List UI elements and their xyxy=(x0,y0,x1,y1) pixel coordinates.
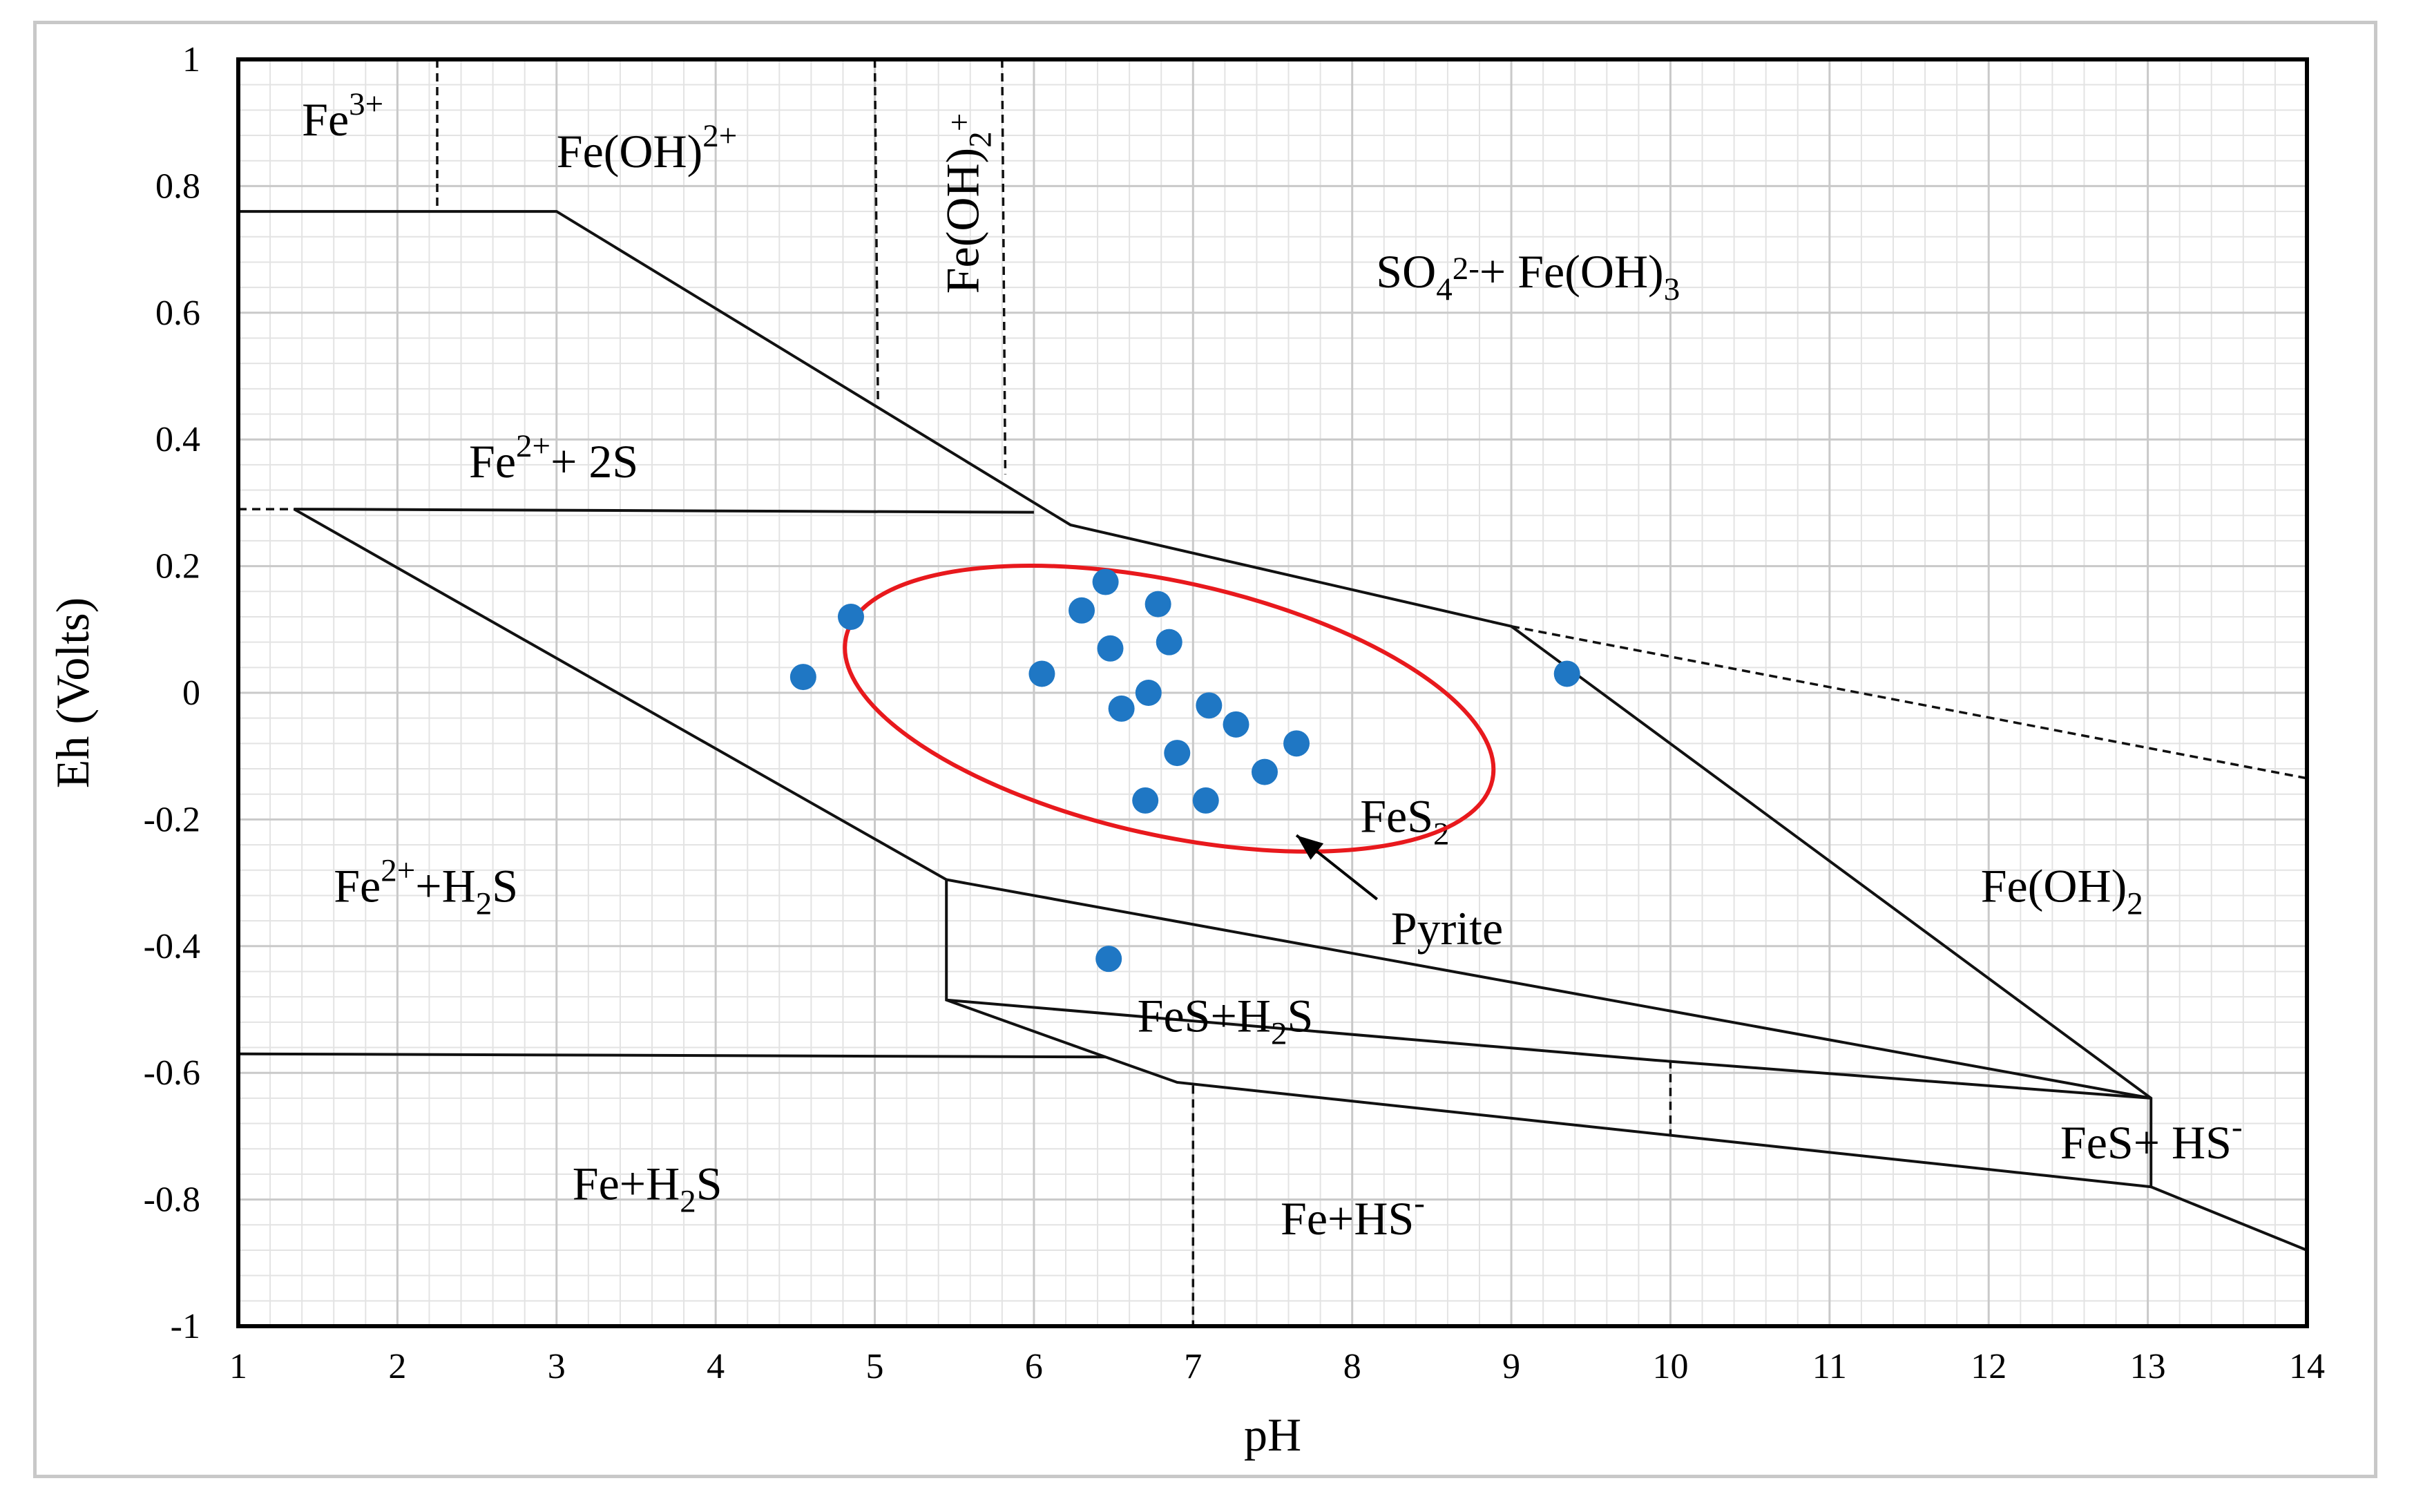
pyrite-annotation: Pyrite xyxy=(1295,834,1503,955)
sample-point xyxy=(1156,629,1182,655)
pyrite-field-ellipse xyxy=(843,564,1496,854)
plot-border xyxy=(236,57,2309,1328)
sample-point xyxy=(1164,740,1191,767)
x-axis-title: pH xyxy=(1244,1408,1301,1461)
x-tick-label: 1 xyxy=(229,1347,247,1386)
region-label: SO42-+ Fe(OH)3 xyxy=(1376,245,1680,307)
sample-point xyxy=(1095,946,1122,973)
y-axis-title: Eh (Volts) xyxy=(46,597,99,788)
y-tick-label: 0 xyxy=(182,673,200,713)
boundary-line-solid xyxy=(946,998,2152,1100)
x-tick-label: 4 xyxy=(707,1347,725,1386)
boundary-line-solid xyxy=(238,210,2308,1252)
y-tick-label: 0.4 xyxy=(155,420,200,459)
boundary-line-dashed xyxy=(1511,624,2308,780)
x-tick-labels: 1 2 3 4 5 6 7 8 9 10 11 12 13 14 xyxy=(229,1347,2325,1386)
x-tick-label: 9 xyxy=(1502,1347,1520,1386)
sample-point xyxy=(1223,711,1249,738)
sample-point xyxy=(1092,568,1119,595)
sample-point xyxy=(1132,787,1159,814)
region-label: Fe2++ 2S xyxy=(469,428,638,488)
sample-point xyxy=(1144,591,1171,618)
x-tick-label: 5 xyxy=(866,1347,884,1386)
region-label: Fe2++H2S xyxy=(334,853,518,922)
y-tick-label: -0.8 xyxy=(144,1180,200,1220)
y-tick-label: -0.4 xyxy=(144,927,200,966)
sample-point xyxy=(1135,680,1162,706)
sample-point xyxy=(1069,597,1095,624)
sample-point xyxy=(1196,692,1223,719)
y-tick-label: 0.8 xyxy=(155,166,200,206)
region-label: FeS+H2S xyxy=(1138,990,1314,1052)
x-tick-label: 7 xyxy=(1184,1347,1202,1386)
boundary-line-dashed xyxy=(873,59,879,405)
sample-point xyxy=(1251,758,1278,785)
boundary-line-solid xyxy=(945,879,2152,1189)
boundary-line-solid xyxy=(238,1052,1106,1059)
x-tick-label: 11 xyxy=(1812,1347,1847,1386)
boundary-line-solid xyxy=(294,508,1034,514)
y-tick-label: -0.6 xyxy=(144,1053,200,1093)
sample-point xyxy=(789,664,816,691)
phase-boundaries xyxy=(238,59,2308,1326)
x-tick-label: 12 xyxy=(1971,1347,2006,1386)
annotation-arrow-head xyxy=(1296,835,1324,860)
region-label: Fe+HS- xyxy=(1281,1185,1425,1245)
region-label: Fe+H2S xyxy=(573,1158,722,1220)
major-grid xyxy=(237,58,2308,1328)
sample-point xyxy=(1283,730,1310,757)
sample-point xyxy=(1192,787,1219,814)
region-label: Fe(OH)2+ xyxy=(557,118,738,178)
sample-point xyxy=(1553,660,1580,687)
y-tick-label: -1 xyxy=(171,1307,200,1346)
region-label: Fe(OH)2+ xyxy=(936,113,998,294)
x-tick-label: 3 xyxy=(548,1347,566,1386)
sample-points xyxy=(789,568,1580,973)
y-tick-labels: 1 0.8 0.6 0.4 0.2 0 -0.2 -0.4 -0.6 -0.8 -1 xyxy=(144,40,200,1346)
sample-point xyxy=(1028,660,1055,687)
x-tick-label: 6 xyxy=(1025,1347,1043,1386)
x-tick-label: 10 xyxy=(1652,1347,1688,1386)
region-label: Fe3+ xyxy=(302,86,383,146)
sample-point xyxy=(1108,695,1135,722)
figure-frame xyxy=(33,21,2377,1478)
y-tick-label: 0.6 xyxy=(155,294,200,333)
region-label: FeS2 xyxy=(1360,790,1449,852)
region-labels: Fe3+ Fe(OH)2+ Fe(OH)2+ SO42-+ Fe(OH)3 Fe2++ … xyxy=(302,86,2243,1245)
x-tick-label: 8 xyxy=(1343,1347,1361,1386)
boundary-line-dashed xyxy=(1001,59,1007,475)
sample-point xyxy=(1097,635,1124,662)
region-label: FeS+ HS- xyxy=(2060,1109,2243,1169)
region-label: Fe(OH)2 xyxy=(1981,860,2143,922)
pyrite-ellipse xyxy=(843,564,1496,854)
x-tick-label: 14 xyxy=(2289,1347,2325,1386)
x-tick-label: 13 xyxy=(2130,1347,2166,1386)
y-tick-label: -0.2 xyxy=(144,800,200,839)
annotation-label: Pyrite xyxy=(1391,902,1503,955)
y-tick-label: 0.2 xyxy=(155,547,200,586)
sample-point xyxy=(837,603,864,630)
x-tick-label: 2 xyxy=(388,1347,406,1386)
y-tick-label: 1 xyxy=(182,40,200,79)
